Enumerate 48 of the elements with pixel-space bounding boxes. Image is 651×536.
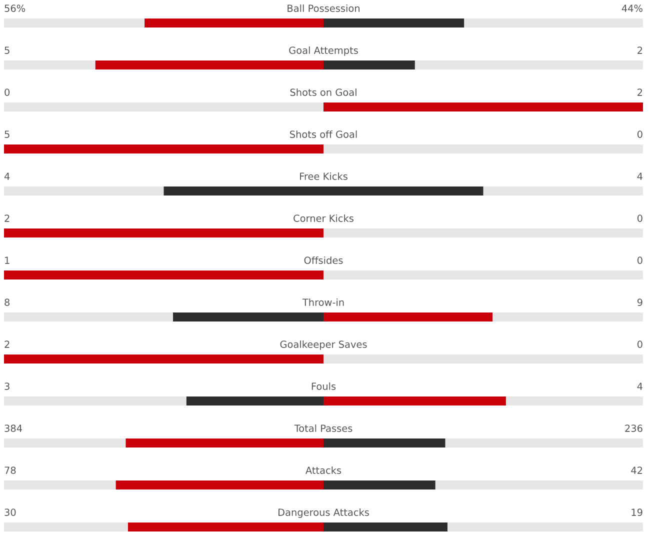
annotation: 42 bbox=[631, 466, 642, 474]
bar bbox=[324, 60, 415, 70]
annotation: 44% bbox=[622, 4, 642, 12]
y-tick-label: Throw-in bbox=[302, 298, 344, 306]
y-tick-label: Free Kicks bbox=[300, 172, 348, 180]
annotation: 2 bbox=[4, 340, 10, 348]
annotation: 5 bbox=[4, 46, 10, 54]
y-tick-label: Offsides bbox=[304, 256, 343, 264]
y-tick-label: Dangerous Attacks bbox=[278, 508, 369, 518]
bar bbox=[324, 522, 448, 532]
annotation: 3 bbox=[4, 382, 10, 390]
annotation: 9 bbox=[637, 298, 642, 306]
bar bbox=[126, 438, 324, 448]
bar bbox=[128, 522, 324, 532]
annotation: 0 bbox=[637, 340, 642, 348]
annotation: 0 bbox=[637, 130, 642, 138]
bar bbox=[324, 480, 436, 490]
annotation: 4 bbox=[637, 172, 642, 180]
annotation: 0 bbox=[637, 214, 642, 222]
annotation: 0 bbox=[637, 256, 642, 264]
y-tick-label: Shots on Goal bbox=[290, 88, 356, 96]
annotation: 384 bbox=[4, 424, 22, 432]
y-tick-label: Ball Possession bbox=[288, 4, 360, 12]
y-tick-label: Attacks bbox=[306, 466, 342, 474]
y-tick-label: Fouls bbox=[312, 382, 336, 390]
annotation: 2 bbox=[4, 214, 10, 222]
bar bbox=[324, 18, 464, 28]
bar bbox=[144, 18, 324, 28]
annotation: 236 bbox=[625, 424, 642, 432]
annotation: 1 bbox=[5, 256, 10, 264]
annotation: 4 bbox=[637, 382, 642, 390]
y-tick-label: Corner Kicks bbox=[294, 214, 354, 222]
annotation: 0 bbox=[4, 88, 10, 96]
annotation: 19 bbox=[632, 508, 642, 516]
annotation: 56% bbox=[4, 4, 26, 12]
annotation: 4 bbox=[4, 172, 10, 180]
y-tick-label: Shots off Goal bbox=[290, 130, 357, 138]
annotation: 78 bbox=[4, 466, 16, 474]
annotation: 5 bbox=[4, 130, 10, 138]
annotation: 2 bbox=[638, 46, 642, 54]
y-tick-label: Goal Attempts bbox=[289, 46, 358, 56]
bar bbox=[324, 438, 446, 448]
bar bbox=[116, 480, 324, 490]
annotation: 8 bbox=[4, 298, 10, 306]
annotation: 30 bbox=[4, 508, 16, 516]
y-tick-label: Total Passes bbox=[294, 424, 352, 432]
annotation: 2 bbox=[638, 88, 642, 96]
y-tick-label: Goalkeeper Saves bbox=[280, 340, 367, 350]
